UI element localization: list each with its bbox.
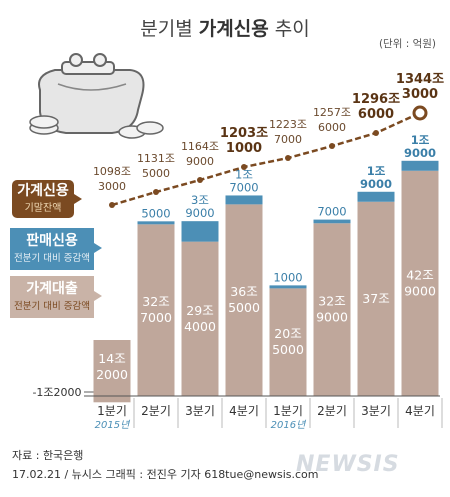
category-label: 3분기 bbox=[361, 404, 391, 418]
credit-text: 17.02.21 / 뉴시스 그래픽 : 전진우 기자 618tue@newsi… bbox=[12, 468, 319, 481]
category-label: 4분기 bbox=[229, 404, 259, 418]
loan-bar bbox=[269, 288, 307, 396]
credit-value-label: 1296조 6000 bbox=[352, 92, 400, 122]
credit-point bbox=[373, 130, 379, 136]
sales-bar bbox=[357, 191, 395, 202]
legend-box bbox=[10, 228, 94, 270]
sales-value-label: 1000 bbox=[273, 270, 302, 284]
category-label: 4분기 bbox=[405, 404, 435, 418]
legend-name: 가계신용 bbox=[17, 183, 69, 199]
credit-point bbox=[241, 164, 247, 170]
legend-arrow bbox=[94, 243, 102, 253]
loan-bar bbox=[357, 201, 395, 396]
loan-value-label: 37조 bbox=[362, 291, 389, 306]
sales-bar bbox=[313, 219, 351, 224]
credit-value-label: 1257조 6000 bbox=[313, 106, 351, 134]
legend-box bbox=[10, 276, 94, 318]
sales-bar bbox=[225, 195, 263, 205]
sales-bar bbox=[269, 285, 307, 289]
legend-name: 판매신용 bbox=[26, 233, 78, 249]
legend-arrow bbox=[94, 291, 102, 301]
footer: 자료 : 한국은행 17.02.21 / 뉴시스 그래픽 : 전진우 기자 61… bbox=[12, 446, 318, 484]
loan-value-label: 32조 7000 bbox=[140, 294, 172, 325]
legend-sub: 전분기 대비 증감액 bbox=[14, 300, 90, 312]
credit-point bbox=[329, 143, 335, 149]
credit-value-label: 1131조 5000 bbox=[137, 152, 175, 180]
loan-value-label: 36조 5000 bbox=[228, 284, 260, 315]
credit-point bbox=[412, 105, 428, 121]
sales-bar bbox=[401, 160, 439, 171]
credit-value-label: 1164조 9000 bbox=[181, 140, 219, 168]
credit-value-label: 1344조 3000 bbox=[396, 72, 444, 102]
year-label: 2015년 bbox=[95, 419, 131, 431]
sales-bar bbox=[181, 221, 219, 242]
credit-point bbox=[153, 189, 159, 195]
sales-value-label: 1조 9000 bbox=[360, 164, 392, 191]
credit-point bbox=[285, 155, 291, 161]
credit-line bbox=[111, 111, 421, 207]
credit-value-label: 1098조 3000 bbox=[93, 165, 131, 193]
legend-arrow bbox=[74, 194, 82, 204]
category-label: 2분기 bbox=[141, 404, 171, 418]
category-label: 3분기 bbox=[185, 404, 215, 418]
loan-bar bbox=[313, 223, 351, 396]
credit-value-label: 1203조 1000 bbox=[220, 126, 268, 156]
loan-bar bbox=[401, 170, 439, 396]
legend-name: 가계대출 bbox=[26, 280, 78, 297]
bar-extra-label: 14조 2000 bbox=[96, 351, 128, 382]
category-label: 1분기 bbox=[97, 404, 127, 418]
chart-title: 분기별 가계신용 추이 bbox=[140, 18, 310, 40]
loan-value-label: 32조 9000 bbox=[316, 294, 348, 325]
sales-value-label: 1조 7000 bbox=[229, 167, 258, 194]
unit-label: (단위 : 억원) bbox=[378, 38, 436, 50]
loan-value-label: 20조 5000 bbox=[272, 326, 304, 357]
legend-sub: 기말잔액 bbox=[25, 202, 62, 214]
loan-value-label: 42조 9000 bbox=[404, 267, 436, 298]
loan-value-label: 29조 4000 bbox=[184, 303, 216, 334]
loan-bar bbox=[137, 224, 175, 396]
legend-sub: 전분기 대비 증감액 bbox=[14, 252, 90, 264]
sales-bar bbox=[137, 221, 175, 225]
purse-icon bbox=[29, 53, 164, 139]
loan-bar bbox=[225, 204, 263, 396]
loan-bar-extra bbox=[93, 340, 131, 396]
source-text: 자료 : 한국은행 bbox=[12, 449, 84, 462]
sales-value-label: 3조 9000 bbox=[185, 193, 214, 220]
year-label: 2016년 bbox=[271, 419, 307, 431]
credit-point bbox=[109, 202, 115, 208]
legend-credit-box bbox=[12, 180, 74, 218]
loan-value-label: -1조2000 bbox=[32, 386, 81, 399]
category-label: 1분기 bbox=[273, 404, 303, 418]
watermark-logo: NEWSIS bbox=[296, 452, 400, 477]
category-label: 2분기 bbox=[317, 404, 347, 418]
sales-value-label: 5000 bbox=[141, 206, 170, 220]
sales-value-label: 7000 bbox=[317, 205, 346, 219]
sales-value-label: 1조 9000 bbox=[404, 133, 436, 160]
loan-bar bbox=[93, 396, 131, 403]
credit-point bbox=[197, 177, 203, 183]
credit-value-label: 1223조 7000 bbox=[269, 118, 307, 146]
loan-bar bbox=[181, 241, 219, 396]
